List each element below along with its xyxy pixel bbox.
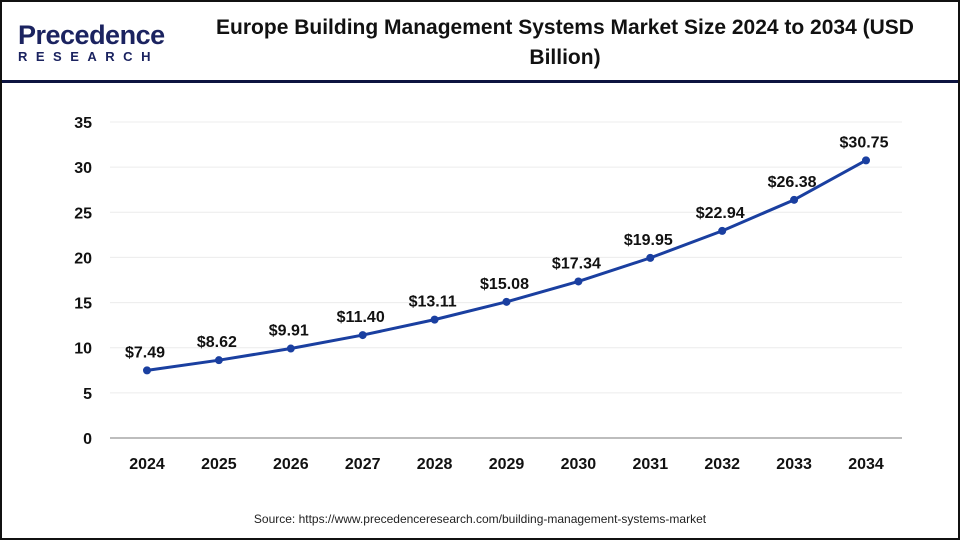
source-note: Source: https://www.precedenceresearch.c… (253, 512, 707, 526)
y-tick-label: 25 (74, 205, 92, 222)
data-label: $15.08 (480, 276, 529, 293)
data-label: $19.95 (624, 232, 673, 249)
data-label: $17.34 (552, 255, 601, 272)
y-tick-label: 20 (74, 250, 92, 267)
data-point (862, 156, 870, 165)
x-tick-label: 2032 (704, 456, 740, 473)
x-tick-label: 2034 (848, 456, 884, 473)
logo-subtext: RESEARCH (18, 49, 159, 64)
x-tick-label: 2026 (273, 456, 309, 473)
data-point (286, 344, 295, 353)
data-point (143, 366, 151, 375)
logo-text: Precedence (18, 20, 165, 50)
data-point (502, 297, 511, 306)
data-point (358, 331, 367, 340)
x-tick-label: 2033 (776, 456, 812, 473)
y-tick-label: 15 (74, 296, 92, 313)
y-tick-label: 35 (74, 115, 92, 132)
x-tick-label: 2029 (489, 456, 525, 473)
data-point (718, 226, 727, 235)
y-tick-label: 30 (74, 160, 92, 177)
y-tick-label: 5 (83, 386, 92, 403)
x-tick-label: 2030 (561, 456, 597, 473)
series-line (146, 159, 867, 372)
y-tick-label: 10 (74, 341, 92, 358)
data-point (574, 277, 583, 286)
y-tick-label: 0 (83, 431, 92, 448)
precedence-research-logo: Precedence RESEARCH (18, 20, 165, 65)
x-tick-label: 2028 (417, 456, 453, 473)
data-point (790, 195, 799, 204)
data-label: $11.40 (337, 309, 385, 326)
data-label: $7.49 (125, 344, 165, 361)
data-label: $22.94 (696, 205, 745, 222)
data-label: $8.62 (197, 334, 237, 351)
data-label: $26.38 (768, 174, 817, 191)
x-tick-label: 2025 (201, 456, 237, 473)
data-point (646, 253, 655, 262)
data-label: $13.11 (409, 294, 457, 311)
chart-title: Europe Building Management Systems Marke… (216, 16, 914, 69)
x-tick-label: 2027 (345, 456, 381, 473)
data-point (430, 315, 439, 324)
data-point (214, 356, 223, 365)
header: Precedence RESEARCH Europe Building Mana… (2, 2, 958, 83)
data-label: $30.75 (840, 134, 889, 151)
x-tick-label: 2024 (129, 456, 165, 473)
data-label: $9.91 (269, 323, 309, 340)
x-tick-label: 2031 (633, 456, 669, 473)
